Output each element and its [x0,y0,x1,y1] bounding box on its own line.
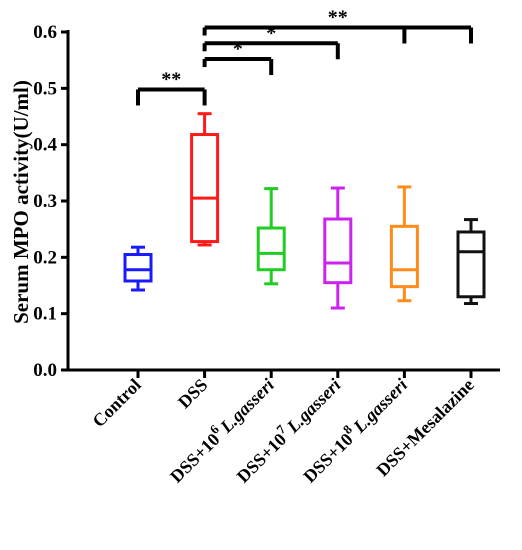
box-iqr [323,217,353,285]
box-3 [323,186,353,310]
y-tick-label: 0.2 [33,247,57,268]
box-iqr [389,224,419,289]
box-1 [190,112,220,247]
y-tick-label: 0.5 [33,78,57,99]
y-axis-label: Serum MPO activity(U/ml) [9,80,33,324]
significance-bracket: ** [136,68,207,106]
significance-bracket: ** [202,6,473,44]
significance-label: ** [328,6,348,28]
box-0 [123,245,153,292]
x-tick-label-text: DSS [174,375,211,412]
x-tick-label-text: DSS+10 [233,429,290,486]
y-tick-label: 0.3 [33,191,57,212]
box-iqr [190,133,220,244]
significance-label: ** [161,68,181,90]
x-tick-label-text: DSS+10 [299,429,356,486]
box-5 [456,218,486,306]
x-tick-label-species: L.gasseri [282,375,345,438]
y-tick-label: 0.6 [33,22,57,43]
y-tick-label: 0.0 [33,360,57,381]
y-tick-label: 0.4 [33,135,57,156]
y-tick-label: 0.1 [33,304,57,325]
significance-bracket: * [202,22,340,60]
x-tick-label-text: DSS+10 [166,429,223,486]
box-iqr [256,226,286,272]
box-iqr [123,253,153,283]
x-tick-label: DSS [174,375,211,412]
box-2 [256,187,286,286]
significance-bracket: * [202,38,274,76]
box-iqr [456,230,486,299]
significance-label: * [233,38,243,60]
x-tick-label-species: L.gasseri [215,375,278,438]
x-tick-label-species: L.gasseri [349,375,412,438]
box-4 [389,185,419,303]
significance-label: * [266,22,276,44]
x-tick-label: Control [88,375,144,431]
x-tick-label-text: Control [88,375,144,431]
